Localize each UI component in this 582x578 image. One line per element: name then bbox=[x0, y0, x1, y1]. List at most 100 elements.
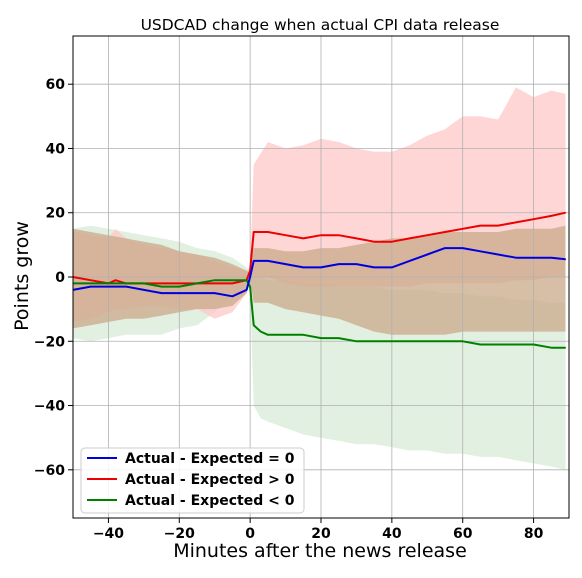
data-point bbox=[178, 292, 180, 294]
x-tick-label: 40 bbox=[382, 526, 402, 542]
data-point bbox=[231, 282, 234, 285]
data-point bbox=[249, 269, 251, 272]
data-point bbox=[373, 241, 375, 243]
data-point bbox=[532, 218, 535, 220]
data-point bbox=[532, 343, 535, 346]
x-tick-label: 0 bbox=[245, 526, 255, 542]
data-point bbox=[320, 337, 322, 339]
data-point bbox=[355, 263, 358, 265]
legend-label-equal: Actual - Expected = 0 bbox=[125, 451, 295, 467]
data-point bbox=[408, 340, 411, 342]
grid-lines bbox=[73, 36, 569, 518]
x-tick-label: −20 bbox=[164, 526, 195, 542]
y-tick-label: −40 bbox=[34, 399, 65, 415]
data-point bbox=[231, 295, 234, 297]
data-point bbox=[479, 224, 482, 227]
data-point bbox=[462, 228, 464, 230]
data-point bbox=[231, 279, 234, 281]
y-tick-label: 0 bbox=[55, 270, 65, 286]
data-point bbox=[284, 263, 287, 265]
data-point bbox=[426, 253, 428, 256]
x-tick-label: 20 bbox=[311, 526, 331, 542]
y-tick-label: −60 bbox=[34, 463, 65, 479]
data-point bbox=[338, 263, 340, 265]
chart-title: USDCAD change when actual CPI data relea… bbox=[141, 16, 500, 34]
data-point bbox=[515, 343, 517, 346]
legend-label-less: Actual - Expected < 0 bbox=[125, 493, 295, 509]
data-point bbox=[391, 266, 393, 268]
data-point bbox=[320, 266, 322, 268]
data-point bbox=[196, 282, 198, 285]
y-tick-label: −20 bbox=[34, 334, 65, 350]
data-point bbox=[267, 260, 269, 262]
band-series-0 bbox=[73, 225, 566, 335]
data-point bbox=[462, 340, 464, 342]
data-point bbox=[564, 258, 567, 260]
data-point bbox=[90, 282, 92, 285]
data-point bbox=[479, 250, 482, 252]
data-point bbox=[246, 289, 248, 291]
data-point bbox=[408, 260, 411, 262]
data-point bbox=[143, 289, 145, 291]
data-point bbox=[125, 286, 127, 288]
data-point bbox=[532, 257, 535, 259]
data-point bbox=[267, 231, 269, 233]
y-axis-label: Points grow bbox=[11, 221, 33, 331]
x-axis-ticks: −40 −20 0 20 40 60 80 bbox=[93, 518, 544, 542]
data-point bbox=[90, 279, 92, 281]
y-tick-label: 40 bbox=[46, 141, 66, 157]
data-point bbox=[284, 234, 287, 236]
data-point bbox=[214, 279, 216, 281]
legend: Actual - Expected = 0 Actual - Expected … bbox=[80, 447, 305, 514]
data-point bbox=[355, 340, 358, 342]
data-point bbox=[284, 334, 287, 336]
data-point bbox=[408, 237, 411, 240]
data-point bbox=[373, 266, 375, 268]
data-point bbox=[444, 231, 446, 233]
data-point bbox=[355, 237, 358, 240]
data-point bbox=[160, 282, 163, 285]
y-tick-label: 20 bbox=[46, 206, 66, 222]
data-point bbox=[373, 340, 375, 342]
data-point bbox=[550, 347, 552, 349]
data-point bbox=[160, 292, 163, 294]
data-point bbox=[246, 279, 248, 281]
data-point bbox=[426, 234, 428, 236]
data-point bbox=[444, 340, 446, 342]
series-lines bbox=[72, 211, 567, 349]
data-point bbox=[497, 224, 499, 227]
data-point bbox=[249, 286, 251, 288]
data-point bbox=[253, 324, 255, 326]
data-point bbox=[515, 257, 517, 259]
x-tick-label: −40 bbox=[93, 526, 124, 542]
data-point bbox=[564, 347, 567, 349]
data-point bbox=[178, 286, 180, 288]
data-point bbox=[178, 282, 180, 285]
data-point bbox=[125, 282, 127, 285]
data-point bbox=[260, 331, 262, 333]
confidence-bands bbox=[73, 87, 566, 470]
data-point bbox=[214, 292, 216, 294]
data-point bbox=[90, 286, 92, 288]
data-point bbox=[143, 282, 145, 285]
series-line-2 bbox=[73, 279, 566, 349]
data-point bbox=[107, 282, 110, 285]
data-point bbox=[114, 279, 117, 281]
data-point bbox=[267, 334, 269, 336]
data-point bbox=[550, 257, 552, 259]
data-point bbox=[444, 247, 446, 249]
data-point bbox=[253, 231, 255, 233]
legend-label-greater: Actual - Expected > 0 bbox=[125, 472, 295, 488]
data-point bbox=[196, 292, 198, 294]
data-point bbox=[479, 343, 482, 346]
data-point bbox=[302, 334, 304, 336]
y-axis-ticks: −60 −40 −20 0 20 40 60 bbox=[34, 77, 73, 479]
data-point bbox=[550, 215, 552, 217]
y-tick-label: 60 bbox=[46, 77, 66, 93]
data-point bbox=[564, 212, 567, 214]
data-point bbox=[302, 237, 304, 240]
data-point bbox=[391, 241, 393, 243]
data-point bbox=[515, 221, 517, 223]
data-point bbox=[302, 266, 304, 268]
